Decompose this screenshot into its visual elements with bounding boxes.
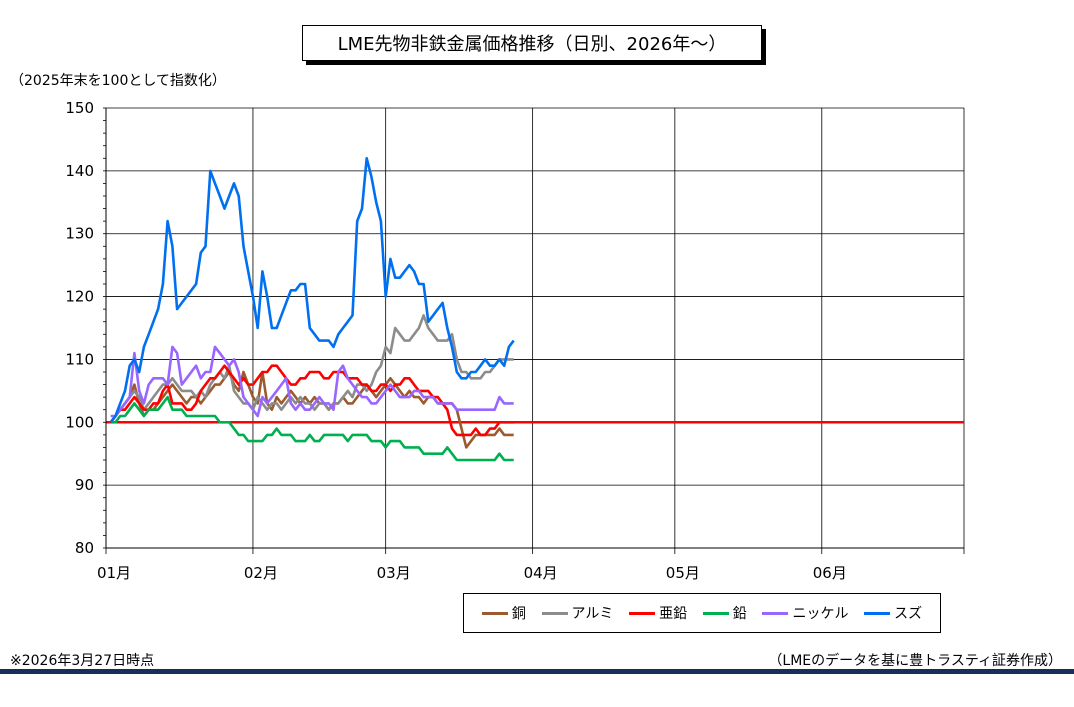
grid: [105, 107, 965, 549]
legend-swatch: [864, 611, 891, 615]
y-tick-label: 80: [75, 539, 94, 557]
series-line-4: [110, 395, 514, 462]
source-note: （LMEのデータを基に豊トラスティ証券作成）: [768, 653, 1062, 669]
y-tick-label: 90: [75, 476, 94, 494]
legend-label: 鉛: [732, 606, 747, 622]
ticks-layer: 80 90 100 110 120 130 140 150 01月 02月 03月 04月 05月 06月: [65, 99, 846, 582]
legend-item-3: 亜鉛: [629, 603, 687, 623]
axes: [103, 107, 965, 554]
legend-item-1: 銅: [481, 603, 526, 623]
legend-swatch: [702, 611, 729, 615]
x-tick-label: 02月: [244, 564, 278, 582]
legend-label: アルミ: [571, 606, 614, 622]
series-layer: [109, 157, 515, 462]
legend-label: 銅: [511, 606, 526, 622]
series-line-6: [109, 157, 515, 424]
y-tick-label: 110: [65, 350, 94, 368]
x-tick-label: 04月: [524, 564, 558, 582]
x-tick-label: 01月: [97, 564, 131, 582]
legend-swatch: [541, 611, 568, 615]
y-tick-label: 100: [65, 413, 94, 431]
series-line-3: [109, 364, 514, 437]
x-tick-label: 05月: [666, 564, 700, 582]
y-tick-label: 120: [65, 288, 94, 306]
legend-swatch: [762, 611, 789, 615]
legend-label: ニッケル: [792, 606, 849, 622]
legend-item-6: スズ: [864, 603, 922, 623]
legend-label: 亜鉛: [659, 606, 688, 622]
legend-swatch: [629, 611, 656, 615]
chart-title: LME先物非鉄金属価格推移（日別、2026年～）: [302, 25, 762, 61]
legend-swatch: [481, 611, 508, 615]
y-tick-label: 150: [65, 99, 94, 117]
legend-item-4: 鉛: [702, 603, 747, 623]
legend: 銅 アルミ 亜鉛 鉛 ニッケル スズ: [463, 593, 941, 633]
series-line-5: [110, 345, 514, 418]
y-axis-label: （2025年末を100として指数化）: [10, 73, 226, 89]
footer-rule: [0, 669, 1074, 674]
legend-label: スズ: [894, 606, 923, 622]
legend-item-5: ニッケル: [762, 603, 848, 623]
x-tick-label: 06月: [813, 564, 847, 582]
x-tick-label: 03月: [377, 564, 411, 582]
y-tick-label: 130: [65, 225, 94, 243]
timestamp-note: ※2026年3月27日時点: [10, 653, 155, 669]
legend-item-2: アルミ: [541, 603, 614, 623]
y-tick-label: 140: [65, 162, 94, 180]
